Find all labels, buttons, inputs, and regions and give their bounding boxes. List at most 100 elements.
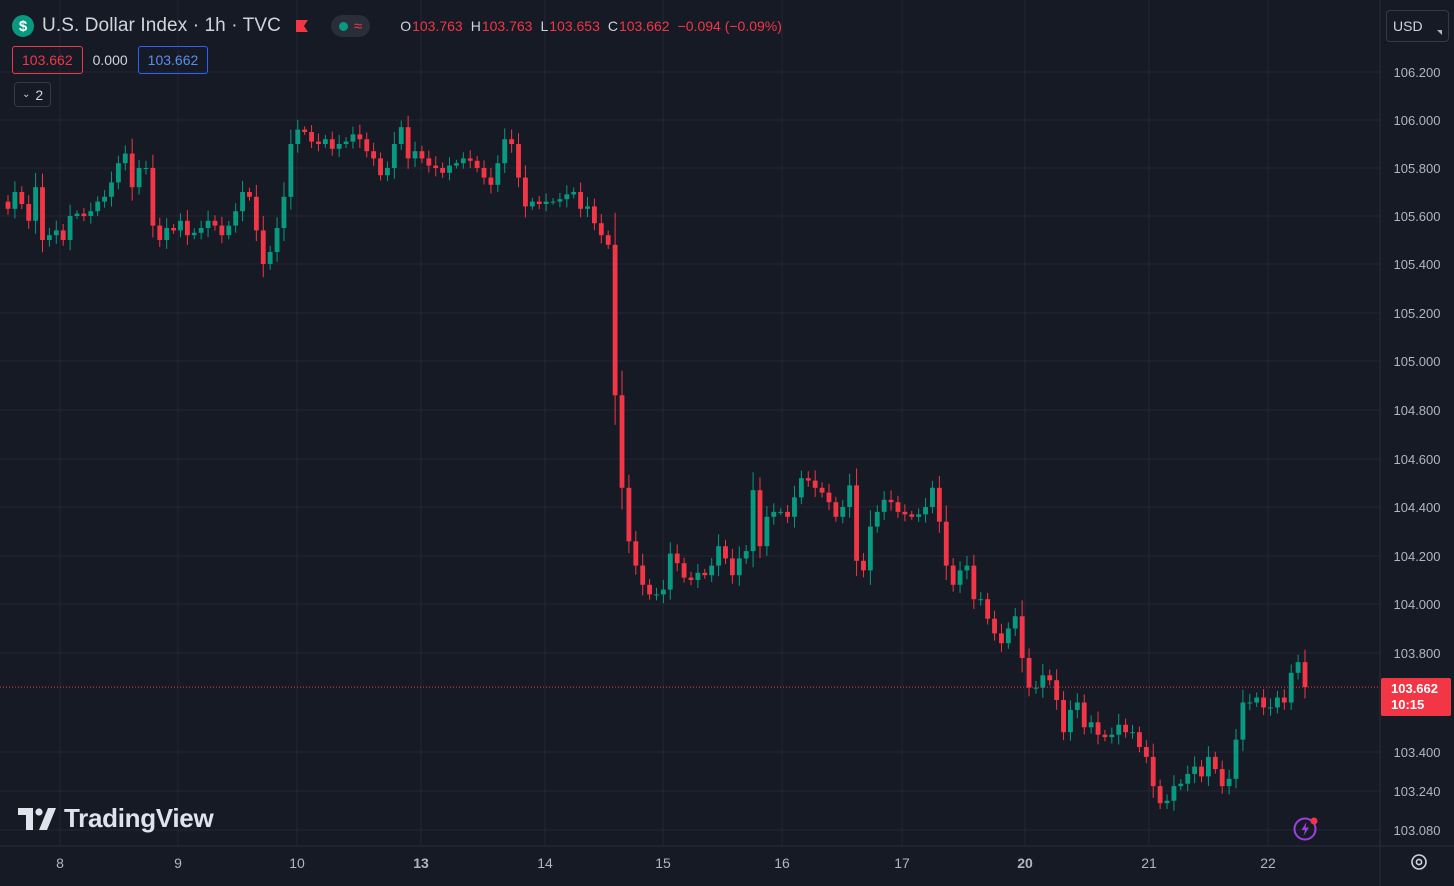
candle-body [40, 187, 45, 240]
candle-body [364, 139, 370, 152]
logo-text: TradingView [64, 803, 214, 833]
candle-body [385, 168, 390, 176]
ohlc-close: C103.662 [607, 18, 670, 34]
candle-body [612, 244, 618, 396]
time-tick-label: 10 [289, 855, 305, 871]
candle-body [1199, 766, 1204, 777]
candle-body [902, 511, 908, 515]
candle-body [1019, 616, 1025, 658]
candle-body [964, 565, 970, 571]
candle-body [716, 546, 722, 566]
market-status-pill[interactable]: ≈ [330, 15, 371, 37]
candle-body [523, 177, 528, 207]
collapse-indicators-button[interactable]: ⌄ 2 [14, 82, 52, 107]
candle-body [557, 199, 563, 202]
candle-body [785, 511, 790, 517]
candle-body [19, 192, 25, 204]
candle-body [943, 521, 949, 566]
price-axis[interactable]: 106.200 106.000 105.800 105.600 105.400 105.2… [1394, 65, 1441, 838]
candle-body [88, 211, 94, 216]
currency-button[interactable]: USD [1386, 10, 1449, 42]
buy-button[interactable]: 103.662 [137, 46, 209, 74]
chevron-down-icon: ⌄ [22, 89, 31, 100]
candle-body [833, 502, 839, 517]
candle-body [764, 516, 770, 547]
lightning-icon[interactable] [1292, 815, 1320, 843]
candle-body [1178, 783, 1184, 787]
candle-body [695, 572, 701, 580]
price-tick-label: 105.800 [1394, 161, 1441, 176]
candle-body [309, 132, 314, 142]
candle-body [1171, 786, 1177, 801]
candle-body [826, 492, 832, 503]
price-tick-label: 105.600 [1394, 209, 1441, 224]
symbol-title[interactable]: U.S. Dollar Index · 1h · TVC [42, 15, 281, 36]
candle-body [950, 565, 956, 585]
tradingview-logo-icon [18, 807, 56, 830]
price-tick-label: 103.400 [1394, 745, 1441, 760]
price-tick-label: 104.200 [1394, 549, 1441, 564]
time-tick-label: 14 [537, 855, 553, 871]
candle-body [102, 196, 107, 202]
candle-body [516, 144, 521, 178]
candle-body [1061, 700, 1066, 733]
price-tick-label: 104.800 [1394, 403, 1441, 418]
candle-body [1268, 707, 1273, 709]
candle-body [771, 511, 777, 517]
candle-body [1206, 756, 1211, 777]
candle-body [81, 213, 87, 216]
candle-body [281, 196, 287, 228]
candle-body [109, 182, 114, 197]
candle-body [212, 220, 218, 226]
candle-body [5, 201, 11, 209]
candle-body [605, 235, 611, 245]
candle-body [398, 127, 404, 144]
candle-body [957, 570, 963, 585]
candle-body [854, 485, 859, 561]
currency-label: USD [1393, 18, 1423, 34]
time-tick-label: 20 [1017, 855, 1033, 871]
candle-body [1054, 680, 1060, 701]
candle-body [847, 485, 853, 507]
sell-button[interactable]: 103.662 [12, 46, 83, 74]
candle-body [95, 201, 101, 212]
candle-body [992, 618, 997, 634]
candle-body [1254, 697, 1260, 703]
candle-body [129, 153, 135, 188]
candle-body [122, 153, 128, 164]
candle-body [640, 565, 646, 585]
candle-body [812, 480, 818, 488]
candle-body [233, 211, 239, 226]
candle-body [1074, 702, 1080, 710]
candle-body [681, 563, 687, 578]
candle-body [936, 487, 942, 522]
time-axis[interactable]: 8 9 10 13 14 15 16 17 20 21 22 [56, 855, 1276, 871]
candle-body [916, 514, 922, 517]
candle-body [378, 158, 383, 176]
tradingview-logo[interactable]: TradingView [18, 803, 214, 834]
candle-body [709, 565, 715, 576]
candle-body [509, 139, 515, 144]
candle-body [1240, 702, 1246, 740]
candle-body [999, 633, 1004, 644]
candle-body [1005, 628, 1011, 644]
flag-icon[interactable] [295, 19, 309, 33]
candle-body [336, 144, 342, 149]
candle-body [667, 553, 673, 590]
candle-body [440, 168, 446, 173]
candle-body [447, 165, 452, 173]
time-tick-label: 21 [1141, 855, 1157, 871]
candle-body [702, 572, 708, 576]
dropdown-caret-icon [1437, 30, 1442, 35]
candle-body [619, 395, 625, 488]
candle-body [371, 151, 377, 159]
time-tick-label: 22 [1260, 855, 1276, 871]
candle-body [1068, 709, 1073, 733]
candle-body [433, 165, 439, 168]
candle-body [171, 228, 176, 231]
candle-body [426, 158, 432, 166]
candle-body [736, 558, 742, 576]
settings-gear-icon[interactable] [1409, 852, 1429, 872]
candle-body [143, 168, 149, 169]
